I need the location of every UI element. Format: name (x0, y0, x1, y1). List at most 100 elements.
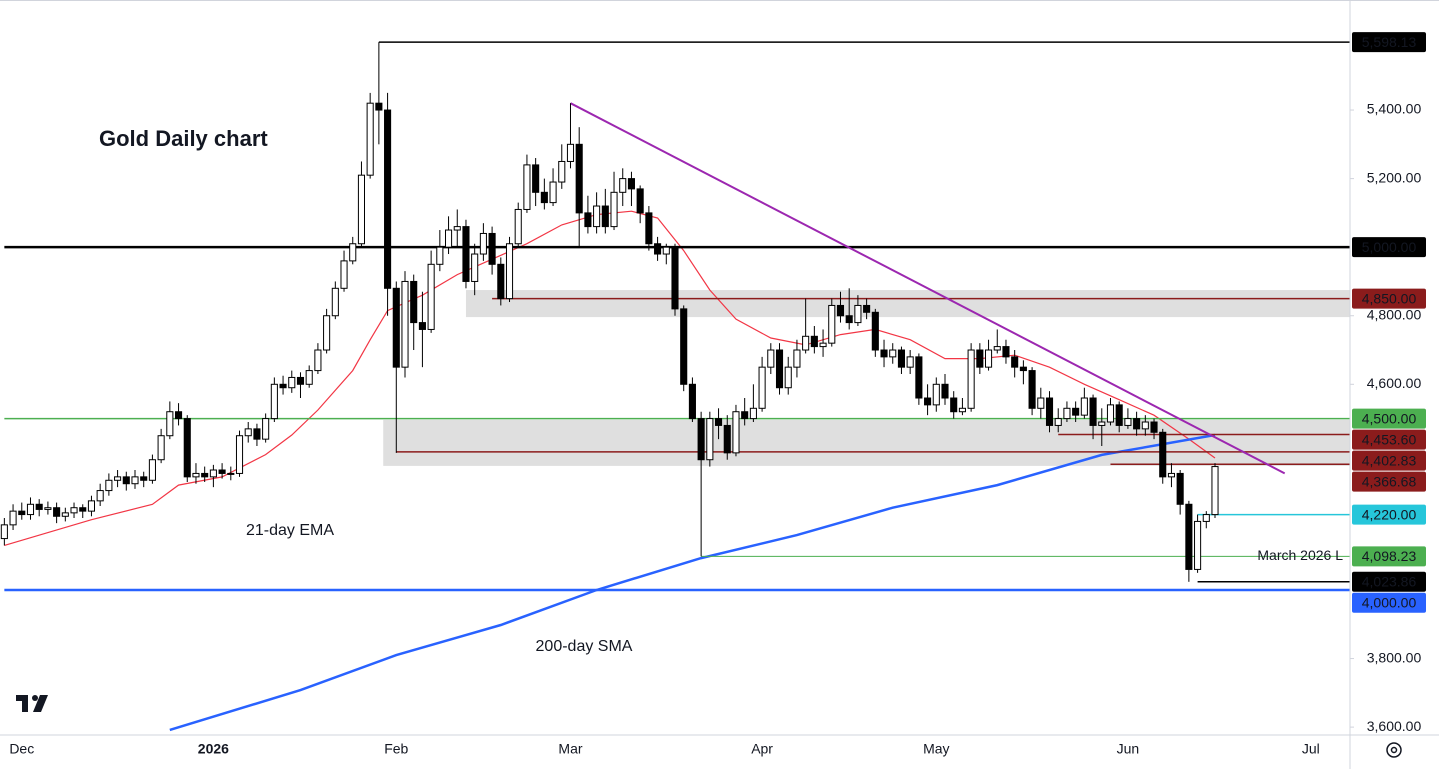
candle-body (227, 472, 235, 475)
candle-body (967, 349, 975, 409)
candle-body (871, 311, 879, 351)
candle-body (706, 418, 714, 461)
line-label: 21-day EMA (246, 522, 334, 539)
candle-body (235, 435, 244, 474)
candle-body (201, 472, 209, 478)
candle-body (122, 476, 130, 485)
candle-body (924, 397, 932, 406)
candle-body (183, 418, 191, 478)
candle-body (584, 212, 592, 228)
candle-body (993, 346, 1001, 351)
price-label: 5,000.00 (1362, 239, 1417, 255)
candle-body (175, 411, 183, 420)
candle-body (166, 411, 174, 437)
candle-body (218, 469, 226, 474)
x-tick-label: May (923, 741, 949, 757)
y-tick-label: 3,600.00 (1367, 718, 1422, 734)
tradingview-logo (16, 695, 48, 712)
price-label-box (1352, 450, 1426, 471)
candle-body (9, 510, 17, 526)
candle-body (828, 304, 836, 344)
candle-body (636, 188, 644, 214)
price-label: 4,000.00 (1362, 595, 1417, 611)
price-label-box (1352, 288, 1426, 309)
x-tick-label: 2026 (198, 741, 229, 757)
candle-body (323, 315, 331, 351)
plot-area (0, 41, 1350, 732)
candle-body (1028, 370, 1036, 409)
candle-body (140, 476, 148, 481)
candle-body (148, 459, 156, 481)
candle-body (357, 174, 366, 245)
candle-body (758, 366, 766, 409)
candle-body (976, 349, 984, 368)
candle-body (619, 178, 627, 193)
candle-body (985, 349, 993, 368)
price-label: 4,023.86 (1362, 574, 1417, 590)
y-tick-label: 5,200.00 (1367, 169, 1422, 185)
candle-body (1150, 421, 1158, 433)
candle-body (1185, 503, 1193, 570)
x-tick-label: Jun (1117, 741, 1140, 757)
candle-body (53, 507, 61, 517)
candle-body (1002, 346, 1010, 358)
candle-body (775, 349, 784, 389)
candle-body (680, 308, 688, 385)
candle-body (1159, 431, 1167, 478)
candle-body (784, 366, 792, 389)
candle-body (688, 383, 696, 420)
candle-body (384, 109, 392, 289)
candle-body (392, 287, 400, 368)
candle-body (262, 418, 270, 440)
candle-body (471, 253, 479, 282)
candle-body (810, 335, 818, 348)
candle-body (70, 507, 78, 514)
price-label-box (1352, 408, 1426, 429)
candle-body (897, 349, 905, 368)
candle-body (645, 212, 653, 245)
candle-body (26, 503, 35, 516)
axes: 5,400.00 5,200.00 4,800.00 4,600.00 3,800.00… (9, 32, 1426, 757)
candle-body (279, 383, 287, 389)
candle-body (314, 349, 322, 372)
candle-body (79, 507, 87, 512)
candle-body (1115, 404, 1123, 426)
price-label-box (1352, 471, 1426, 492)
candle-body (523, 164, 531, 210)
candle-body (1106, 404, 1115, 423)
candle-body (610, 191, 618, 228)
candle-body (488, 232, 496, 265)
x-tick-label: Apr (751, 741, 773, 757)
candle-body (305, 370, 313, 385)
candle-body (1089, 397, 1097, 426)
candle-body (296, 376, 305, 385)
candle-body (1167, 472, 1175, 478)
candle-body (410, 280, 418, 324)
candle-body (18, 510, 26, 516)
candle-body (1194, 520, 1202, 570)
candle-body (802, 335, 810, 351)
candle-body (105, 479, 113, 492)
candle-body (932, 383, 940, 406)
candle-body (1037, 397, 1045, 409)
candle-body (253, 428, 261, 440)
candle-body (532, 164, 540, 193)
moving-average-line (169, 433, 1216, 732)
candle-body (349, 243, 357, 262)
candle-body (0, 524, 8, 540)
settings-button[interactable] (1386, 742, 1402, 758)
candle-body (1211, 466, 1219, 516)
candle-body (1063, 407, 1071, 420)
candle-body (880, 349, 888, 358)
price-label-box (1352, 32, 1426, 53)
support-zone (383, 419, 1350, 466)
y-tick-label: 3,800.00 (1367, 649, 1422, 665)
price-label: 4,366.68 (1362, 473, 1417, 489)
candle-body (793, 349, 801, 368)
candle-body (114, 476, 122, 481)
candle-body (540, 191, 548, 204)
candle-body (1202, 514, 1210, 522)
candle-body (418, 322, 426, 330)
